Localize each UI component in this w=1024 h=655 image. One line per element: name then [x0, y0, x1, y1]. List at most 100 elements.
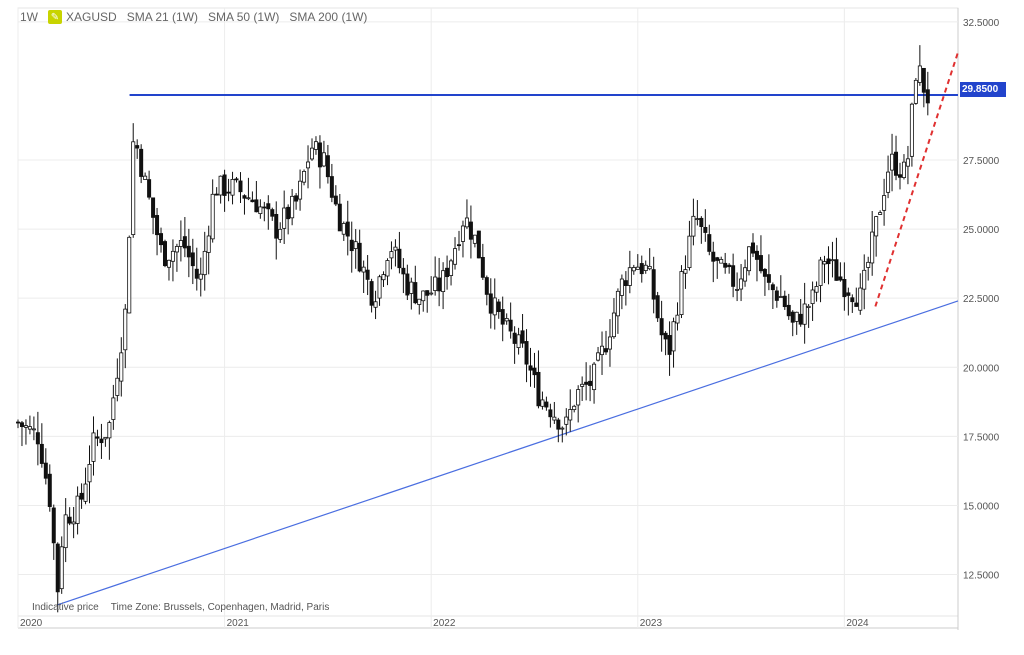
candle-body [421, 290, 426, 302]
candle-body [377, 276, 382, 299]
candle-body [536, 371, 541, 407]
candle-body [623, 280, 628, 286]
candle-body [496, 301, 501, 313]
y-tick-label: 15.0000 [963, 501, 1000, 512]
candle-body [615, 290, 620, 317]
candle-body [639, 263, 644, 275]
candle-body [711, 251, 716, 262]
candle-body [798, 313, 803, 325]
candle-body [588, 380, 593, 386]
candle-body [75, 495, 80, 524]
candle-body [425, 290, 430, 296]
candle-body [647, 265, 652, 270]
candle-body [51, 507, 56, 544]
y-tick-label: 25.0000 [963, 225, 1000, 236]
candle-body [572, 405, 577, 411]
candle-body [830, 259, 835, 262]
candle-body [739, 278, 744, 290]
candle-body [735, 288, 740, 291]
candle-body [278, 228, 283, 240]
candle-body [886, 171, 891, 193]
candle-body [298, 180, 303, 200]
candle-body [762, 268, 767, 277]
candle-body [528, 365, 533, 371]
indicator-sma200[interactable]: SMA 200 (1W) [289, 10, 368, 24]
candle-body [619, 278, 624, 296]
candle-body [456, 244, 461, 247]
x-tick-label: 2022 [433, 618, 456, 629]
candle-body [492, 297, 497, 316]
candle-body [83, 483, 88, 502]
candle-body [909, 103, 914, 157]
symbol-icon: ✎ [48, 10, 62, 24]
candle-body [270, 209, 275, 217]
candle-body [770, 284, 775, 291]
candle-body [91, 432, 96, 462]
candle-body [230, 179, 235, 196]
timezone-note: Time Zone: Brussels, Copenhagen, Madrid,… [110, 602, 330, 613]
candle-body [317, 142, 322, 168]
candle-body [695, 218, 700, 221]
candle-body [663, 332, 668, 340]
candle-body [766, 274, 771, 283]
candle-body [131, 141, 136, 235]
candle-body [858, 287, 863, 311]
candle-body [556, 419, 561, 430]
candle-body [202, 250, 207, 276]
plot-frame [17, 7, 959, 617]
timeframe-label[interactable]: 1W [20, 10, 38, 24]
candle-body [254, 199, 259, 213]
candle-body [810, 289, 815, 305]
candle-body [449, 260, 454, 276]
candle-body [389, 251, 394, 259]
candle-body [500, 309, 505, 325]
candle-body [401, 267, 406, 275]
candle-body [719, 259, 724, 264]
candle-body [460, 225, 465, 242]
candle-body [162, 241, 167, 267]
indicator-sma21[interactable]: SMA 21 (1W) [126, 10, 199, 24]
candle-body [453, 248, 458, 265]
candle-body [643, 264, 648, 271]
symbol-label[interactable]: XAGUSD [66, 10, 117, 24]
candle-body [850, 297, 855, 303]
candle-body [119, 352, 124, 382]
y-tick-label: 20.0000 [963, 363, 1000, 374]
candle-body [790, 311, 795, 323]
candle-body [357, 242, 362, 272]
candle-body [409, 281, 414, 294]
candle-body [445, 267, 450, 278]
candle-body [631, 267, 636, 272]
candle-body [397, 248, 402, 269]
candle-body [468, 221, 473, 240]
indicator-sma50[interactable]: SMA 50 (1W) [208, 10, 280, 24]
candle-body [43, 462, 48, 479]
candle-body [365, 269, 370, 280]
candle-body [838, 276, 843, 281]
candle-body [774, 290, 779, 301]
candle-body [385, 260, 390, 277]
candle-body [190, 252, 195, 267]
candle-body [691, 215, 696, 237]
candle-body [286, 206, 291, 220]
candle-body [361, 266, 366, 273]
y-tick-label: 22.5000 [963, 294, 1000, 305]
candle-body [405, 273, 410, 296]
candle-body [282, 207, 287, 229]
candle-body [611, 312, 616, 338]
candle-body [603, 348, 608, 353]
candle-body [433, 276, 438, 291]
candle-body [373, 301, 378, 308]
candle-body [313, 141, 318, 150]
candle-body [508, 319, 513, 332]
candle-body [806, 305, 811, 308]
candle-body [607, 336, 612, 350]
candle-body [19, 422, 24, 428]
candle-body [321, 152, 326, 167]
candle-body [226, 191, 231, 194]
candle-body [266, 203, 271, 210]
candle-body [822, 261, 827, 265]
candle-body [325, 155, 330, 178]
candle-body [139, 148, 144, 177]
